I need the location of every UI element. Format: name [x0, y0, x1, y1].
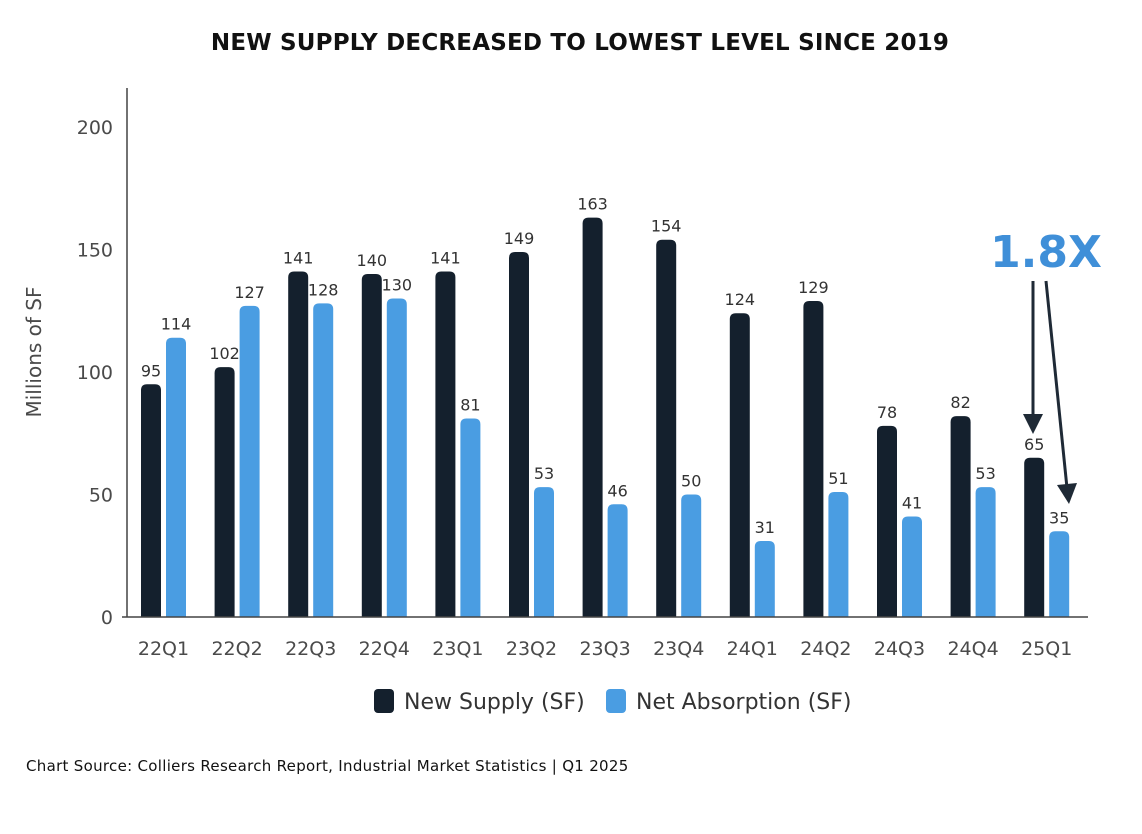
data-label-new-supply-23Q4: 154 [651, 217, 682, 236]
annotation-arrow-2 [1044, 280, 1069, 489]
x-tick-label-23Q2: 23Q2 [506, 638, 557, 660]
annotation-arrowhead-1 [1023, 414, 1043, 434]
data-label-new-supply-24Q4: 82 [950, 393, 970, 412]
bar-net-absorption-24Q3 [902, 516, 922, 617]
bar-new-supply-24Q3 [877, 425, 897, 617]
data-label-net-absorption-23Q2: 53 [534, 464, 554, 483]
legend: New Supply (SF) Net Absorption (SF) [374, 689, 851, 715]
chart-title: NEW SUPPLY DECREASED TO LOWEST LEVEL SIN… [210, 30, 950, 56]
data-label-net-absorption-23Q3: 46 [607, 481, 627, 500]
bar-net-absorption-23Q1 [460, 418, 481, 617]
x-tick-label-25Q1: 25Q1 [1021, 638, 1072, 660]
data-label-new-supply-24Q3: 78 [877, 403, 897, 422]
bar-new-supply-23Q1 [435, 271, 456, 617]
data-label-net-absorption-22Q4: 130 [382, 276, 413, 295]
bar-net-absorption-24Q1 [754, 541, 775, 617]
legend-label-net-absorption: Net Absorption (SF) [636, 690, 851, 715]
bar-net-absorption-24Q4 [975, 487, 996, 617]
bar-new-supply-22Q1 [141, 384, 161, 617]
x-tick-label-22Q3: 22Q3 [285, 638, 336, 660]
bar-new-supply-22Q3 [288, 271, 309, 617]
y-tick-label: 200 [77, 117, 113, 139]
bar-new-supply-22Q4 [361, 274, 382, 617]
bar-new-supply-23Q3 [582, 217, 603, 617]
bar-net-absorption-22Q2 [239, 305, 260, 617]
x-tick-label-24Q4: 24Q4 [947, 638, 998, 660]
x-axis-tick-labels: 22Q1 22Q2 22Q3 22Q4 23Q1 23Q2 23Q3 23Q4 24Q1 24Q2… [138, 638, 1072, 660]
bar-net-absorption-25Q1 [1049, 531, 1070, 617]
bar-net-absorption-23Q3 [607, 504, 628, 617]
legend-swatch-net-absorption [606, 689, 626, 713]
data-labels: 95 114 102 127 141 128 140 130 141 81 149 53 163 46 15… [141, 195, 1070, 537]
bar-net-absorption-23Q2 [534, 487, 554, 617]
bar-net-absorption-24Q2 [828, 492, 849, 617]
bar-new-supply-25Q1 [1024, 457, 1045, 617]
data-label-net-absorption-24Q1: 31 [755, 518, 775, 537]
x-tick-label-22Q4: 22Q4 [359, 638, 410, 660]
y-axis-tick-labels: 0 50 100 150 200 [77, 117, 113, 629]
data-label-net-absorption-24Q3: 41 [902, 494, 922, 513]
data-label-new-supply-22Q4: 140 [357, 251, 388, 270]
bar-new-supply-24Q4 [950, 416, 971, 617]
bar-new-supply-24Q2 [803, 300, 824, 617]
legend-label-new-supply: New Supply (SF) [404, 690, 585, 715]
data-label-net-absorption-24Q2: 51 [828, 469, 848, 488]
y-tick-label: 100 [77, 362, 113, 384]
data-label-new-supply-23Q3: 163 [577, 195, 608, 214]
data-label-new-supply-24Q1: 124 [725, 290, 756, 309]
data-label-new-supply-23Q1: 141 [430, 249, 461, 268]
bar-new-supply-23Q2 [509, 251, 529, 617]
x-tick-label-24Q3: 24Q3 [874, 638, 925, 660]
annotation-group: 1.8X [990, 227, 1102, 504]
bar-new-supply-23Q4 [656, 239, 677, 617]
data-label-new-supply-22Q3: 141 [283, 249, 314, 268]
y-tick-label: 150 [77, 240, 113, 262]
chart-source: Chart Source: Colliers Research Report, … [26, 757, 629, 775]
x-tick-label-24Q2: 24Q2 [800, 638, 851, 660]
bar-net-absorption-22Q1 [166, 337, 186, 617]
x-tick-label-24Q1: 24Q1 [727, 638, 778, 660]
data-label-new-supply-23Q2: 149 [504, 229, 535, 248]
data-label-net-absorption-25Q1: 35 [1049, 508, 1069, 527]
bar-new-supply-22Q2 [214, 367, 235, 617]
x-tick-label-23Q1: 23Q1 [432, 638, 483, 660]
bar-net-absorption-23Q4 [681, 494, 702, 617]
x-tick-label-22Q1: 22Q1 [138, 638, 189, 660]
data-label-net-absorption-22Q3: 128 [308, 280, 339, 299]
bars [141, 217, 1070, 617]
data-label-net-absorption-22Q1: 114 [161, 315, 192, 334]
data-label-new-supply-24Q2: 129 [798, 278, 829, 297]
data-label-net-absorption-24Q4: 53 [975, 464, 995, 483]
legend-swatch-new-supply [374, 689, 394, 713]
y-tick-label: 0 [101, 607, 113, 629]
annotation-arrowhead-2 [1057, 483, 1077, 504]
data-label-new-supply-22Q2: 102 [209, 344, 240, 363]
data-label-net-absorption-22Q2: 127 [234, 283, 265, 302]
bar-net-absorption-22Q3 [313, 303, 334, 617]
x-tick-label-23Q3: 23Q3 [579, 638, 630, 660]
x-tick-label-22Q2: 22Q2 [211, 638, 262, 660]
x-tick-label-23Q4: 23Q4 [653, 638, 704, 660]
y-axis-title: Millions of SF [22, 286, 46, 417]
data-label-new-supply-22Q1: 95 [141, 361, 161, 380]
data-label-net-absorption-23Q4: 50 [681, 472, 701, 491]
bar-new-supply-24Q1 [729, 313, 750, 617]
annotation-label: 1.8X [990, 227, 1102, 278]
y-tick-label: 50 [89, 485, 113, 507]
data-label-net-absorption-23Q1: 81 [460, 396, 480, 415]
bar-net-absorption-22Q4 [386, 298, 407, 617]
data-label-new-supply-25Q1: 65 [1024, 435, 1044, 454]
